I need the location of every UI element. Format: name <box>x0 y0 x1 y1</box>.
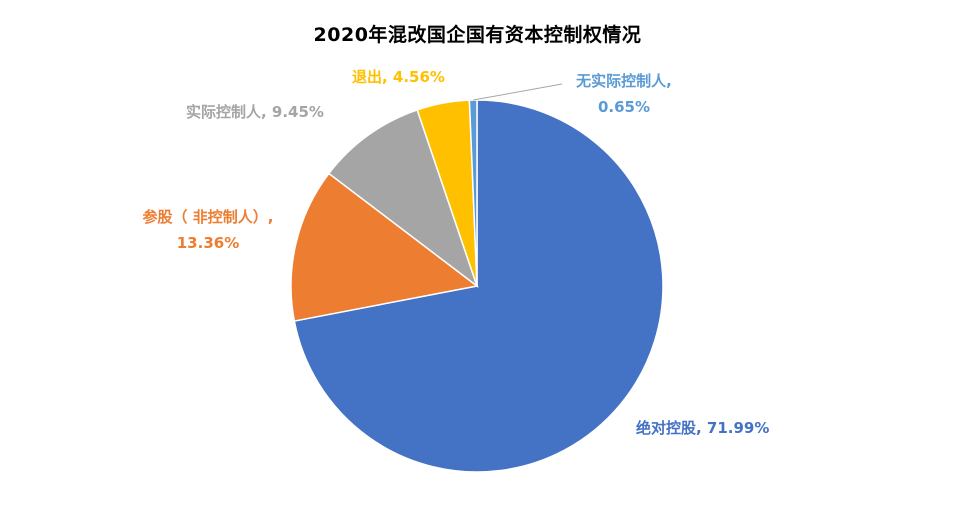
pie-slice-actual <box>327 108 479 289</box>
data-label-absolute-text: 绝对控股, 71.99% <box>636 419 770 437</box>
data-label-none-line2: 0.65% <box>597 98 651 116</box>
data-label-none-line1: 无实际控制人, <box>576 72 672 90</box>
data-label-participation-line2: 13.36% <box>176 234 240 252</box>
data-label-actual: 实际控制人, 9.45% <box>186 99 324 125</box>
data-label-actual-text: 实际控制人, 9.45% <box>186 103 324 121</box>
data-label-participation-line1: 参股（ 非控制人）, <box>142 208 274 226</box>
data-label-absolute: 绝对控股, 71.99% <box>636 415 769 441</box>
data-label-exit-text: 退出, 4.56% <box>352 68 445 86</box>
leader-line-none <box>473 83 563 101</box>
data-label-exit: 退出, 4.56% <box>352 64 445 90</box>
data-label-participation: 参股（ 非控制人）, 13.36% <box>118 204 298 256</box>
data-label-none: 无实际控制人, 0.65% <box>560 68 688 120</box>
chart-title: 2020年混改国企国有资本控制权情况 <box>313 24 642 46</box>
pie-slice-participation <box>290 172 479 322</box>
pie-slice-absolute <box>293 99 664 473</box>
